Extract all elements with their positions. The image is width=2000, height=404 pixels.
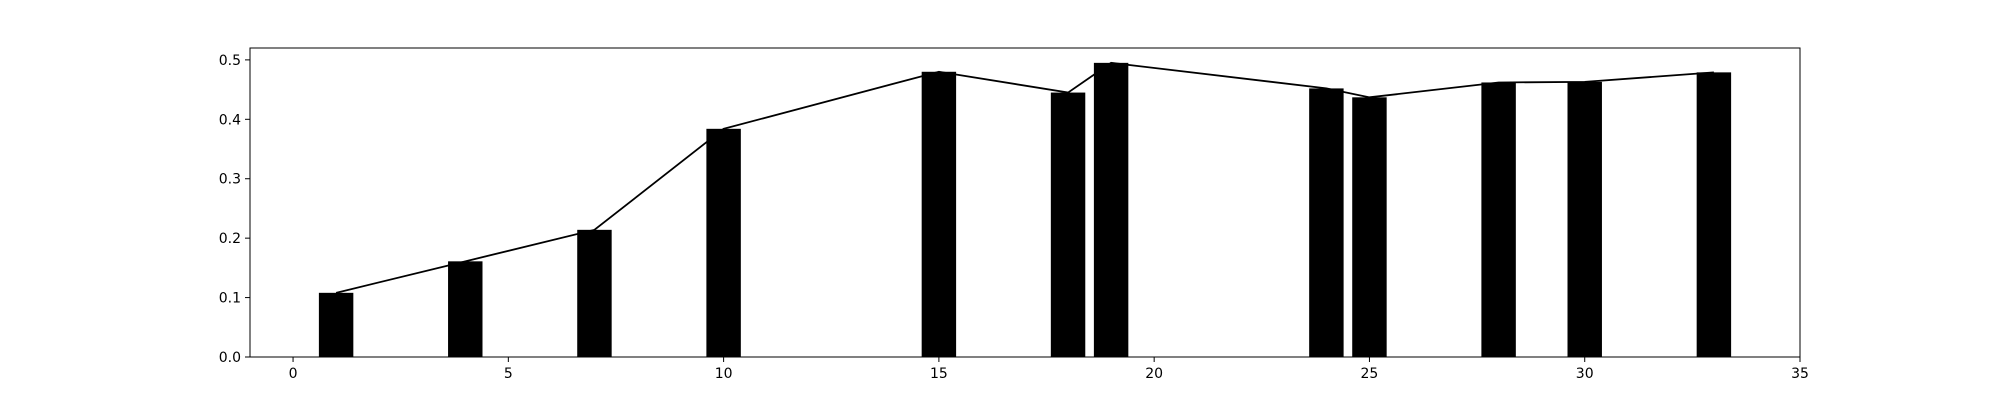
bar bbox=[1309, 88, 1343, 357]
x-tick-label: 5 bbox=[504, 366, 513, 382]
bar bbox=[1568, 82, 1602, 357]
y-tick-label: 0.3 bbox=[219, 172, 241, 188]
x-tick-label: 25 bbox=[1361, 366, 1379, 382]
bar bbox=[448, 261, 482, 357]
x-tick-label: 35 bbox=[1791, 366, 1809, 382]
bar bbox=[1051, 93, 1085, 357]
x-tick-label: 15 bbox=[930, 366, 948, 382]
bar bbox=[577, 230, 611, 357]
y-tick-label: 0.1 bbox=[219, 291, 241, 307]
x-tick-label: 20 bbox=[1145, 366, 1163, 382]
bar bbox=[1094, 63, 1128, 357]
y-axis: 0.0 0.1 0.2 0.3 0.4 0.5 bbox=[219, 53, 250, 366]
bar bbox=[706, 129, 740, 357]
bar bbox=[922, 72, 956, 357]
bar bbox=[1697, 72, 1731, 357]
y-tick-label: 0.2 bbox=[219, 231, 241, 247]
bar bbox=[1352, 97, 1386, 357]
y-tick-label: 0.0 bbox=[219, 350, 241, 366]
x-tick-label: 0 bbox=[289, 366, 298, 382]
x-axis: 0 5 10 15 20 25 30 35 bbox=[289, 357, 1809, 382]
bar bbox=[1481, 82, 1515, 357]
y-tick-label: 0.5 bbox=[219, 53, 241, 69]
y-tick-label: 0.4 bbox=[219, 112, 241, 128]
x-tick-label: 30 bbox=[1576, 366, 1594, 382]
bar bbox=[319, 293, 353, 357]
x-tick-label: 10 bbox=[715, 366, 733, 382]
bar-series bbox=[319, 63, 1731, 357]
